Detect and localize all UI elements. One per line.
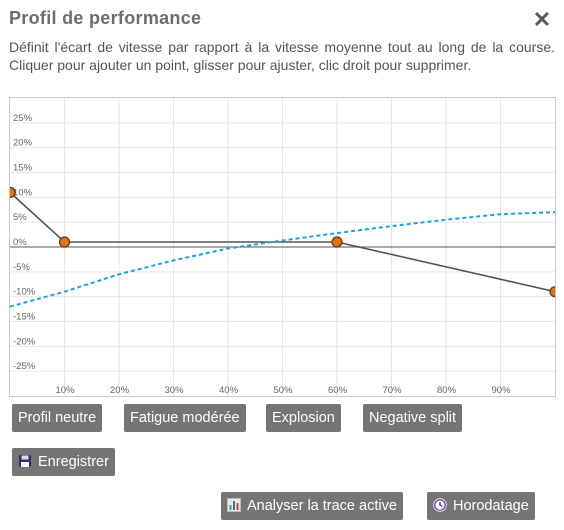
profile-point[interactable] (549, 286, 555, 298)
timestamp-button[interactable]: Horodatage (427, 492, 535, 520)
performance-chart[interactable]: 25% 20% 15% 10% 5% 0% -5% -10% -15% -20% -25% 10% 20… (9, 97, 556, 397)
y-tick-label: -10% (13, 287, 36, 298)
save-label: Enregistrer (38, 454, 109, 470)
x-tick-label: 50% (274, 385, 294, 396)
save-button[interactable]: Enregistrer (12, 448, 115, 476)
dialog-title: Profil de performance (9, 8, 202, 28)
profile-line (10, 191, 555, 293)
y-tick-label: 20% (13, 138, 33, 149)
y-tick-label: 10% (13, 187, 33, 198)
dialog-description: Définit l'écart de vitesse par rapport à… (9, 39, 555, 73)
profile-point[interactable] (58, 236, 71, 248)
preset-explosion-button[interactable]: Explosion (266, 404, 341, 432)
bar-chart-icon (227, 498, 241, 512)
timestamp-label: Horodatage (453, 498, 529, 514)
chart-svg[interactable]: 25% 20% 15% 10% 5% 0% -5% -10% -15% -20% -25% 10% 20… (10, 98, 555, 396)
x-tick-label: 40% (219, 385, 239, 396)
y-tick-label: -5% (13, 262, 30, 273)
x-tick-label: 80% (437, 385, 457, 396)
x-tick-label: 20% (110, 385, 130, 396)
analyze-label: Analyser la trace active (247, 498, 397, 514)
profile-point[interactable] (10, 186, 16, 198)
clock-icon (433, 498, 447, 512)
x-tick-label: 30% (165, 385, 185, 396)
y-tick-label: 15% (13, 163, 33, 174)
y-tick-label: -15% (13, 312, 36, 323)
x-tick-label: 10% (56, 385, 76, 396)
y-tick-label: -25% (13, 361, 36, 372)
preset-negative-split-button[interactable]: Negative split (363, 404, 463, 432)
close-icon[interactable]: ✕ (532, 7, 552, 32)
profile-point[interactable] (331, 236, 343, 248)
x-tick-label: 60% (328, 385, 348, 396)
preset-neutral-button[interactable]: Profil neutre (12, 404, 103, 432)
preset-fatigue-button[interactable]: Fatigue modérée (124, 404, 246, 432)
analyze-track-button[interactable]: Analyser la trace active (221, 492, 403, 520)
x-tick-label: 90% (492, 385, 512, 396)
y-tick-label: 25% (13, 113, 33, 124)
y-tick-label: 0% (13, 237, 27, 248)
y-tick-label: -20% (13, 336, 36, 347)
x-tick-label: 70% (383, 385, 403, 396)
reference-curve (10, 211, 555, 308)
y-tick-label: 5% (13, 212, 27, 223)
floppy-disk-icon (19, 455, 31, 467)
